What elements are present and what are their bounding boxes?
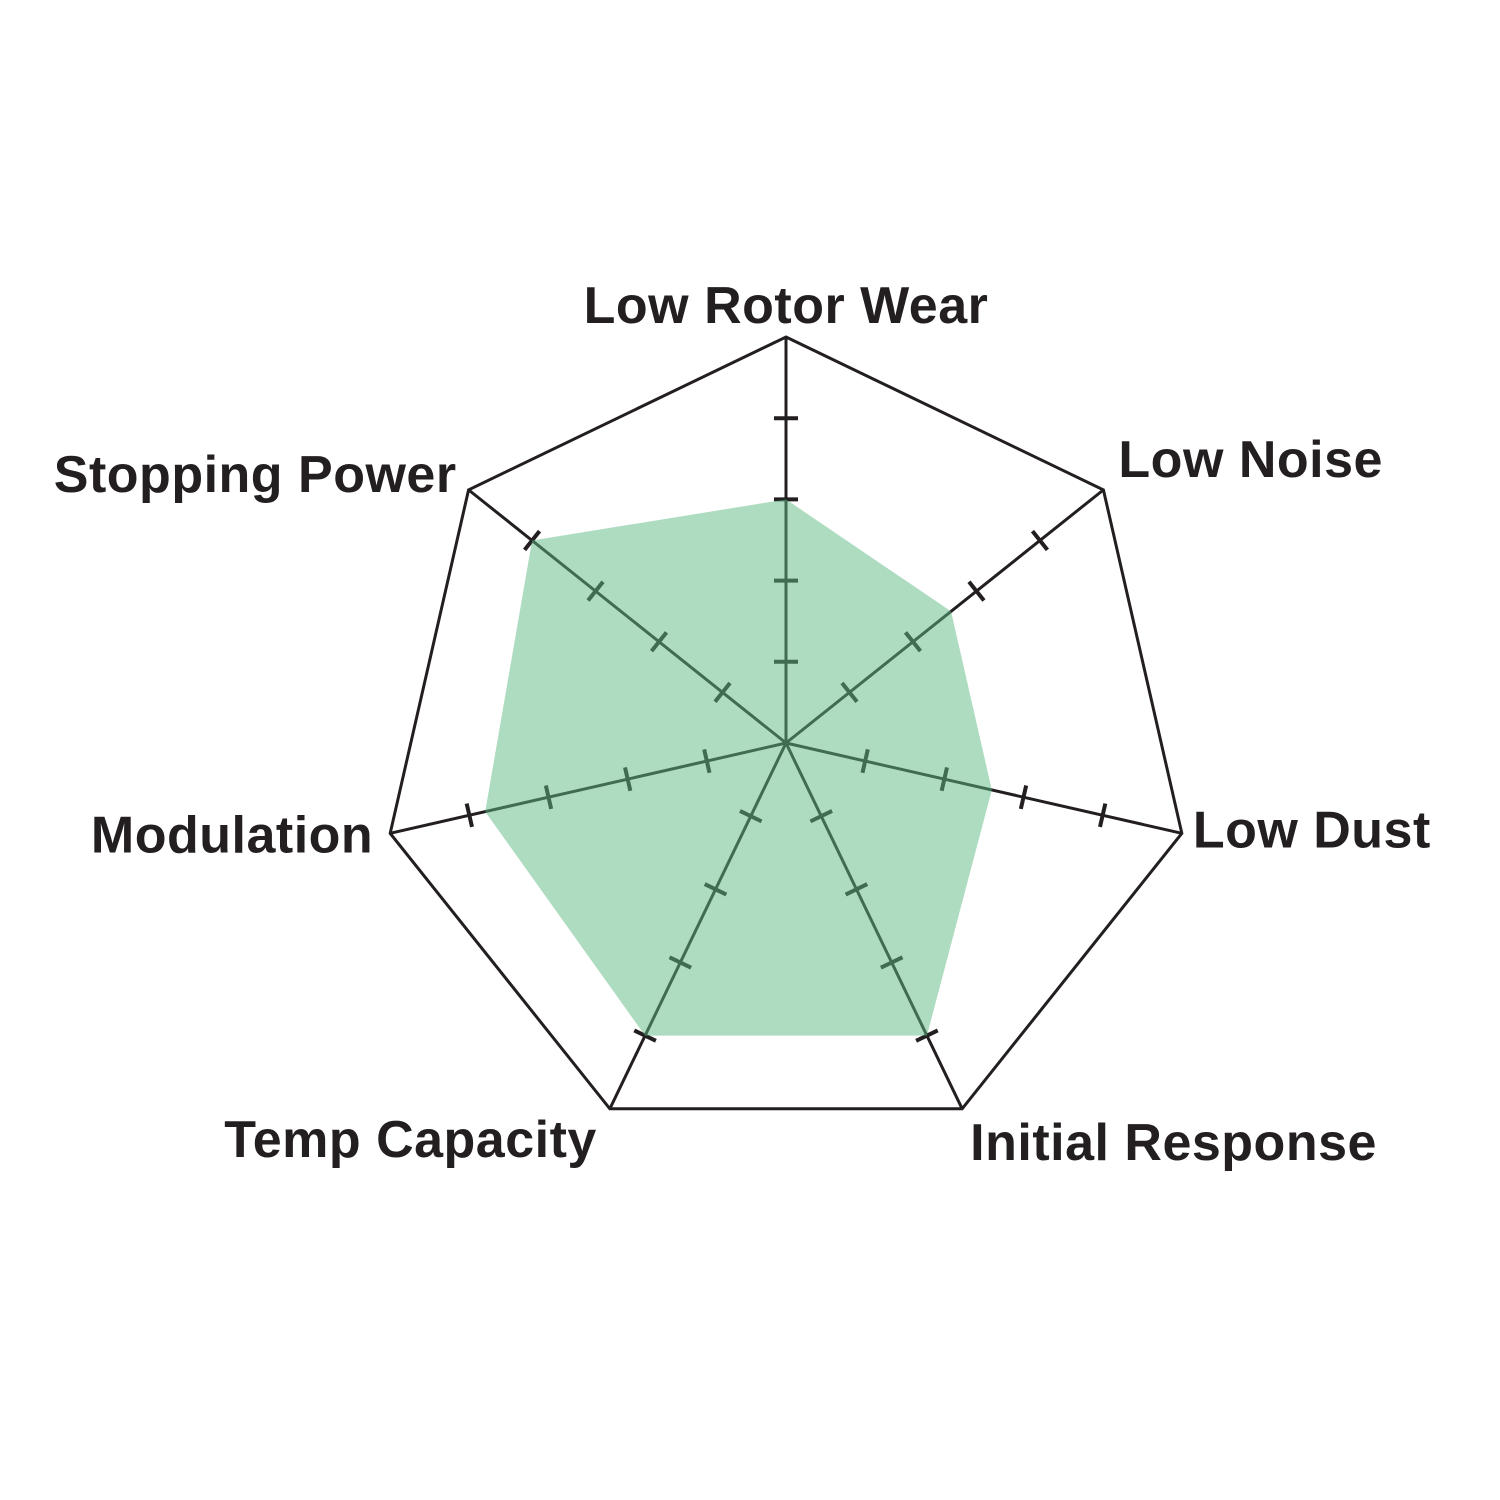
axis-label-low-noise: Low Noise (1118, 431, 1383, 489)
radar-tick (1098, 803, 1108, 828)
axis-label-low-rotor-wear: Low Rotor Wear (584, 277, 989, 335)
axis-label-stopping-power: Stopping Power (54, 446, 457, 504)
axis-label-temp-capacity: Temp Capacity (224, 1111, 597, 1169)
radar-outer-polygon (388, 335, 1184, 1111)
radar-tick (915, 1028, 939, 1043)
radar-tick (633, 1028, 657, 1043)
radar-tick (1018, 785, 1029, 810)
radar-tick (523, 529, 542, 552)
radar-tick (464, 803, 474, 828)
axis-label-initial-response: Initial Response (970, 1114, 1377, 1172)
radar-tick (967, 580, 986, 602)
radar-tick (1030, 529, 1049, 552)
radar-data-polygon (485, 499, 992, 1036)
axis-label-low-dust: Low Dust (1193, 801, 1431, 859)
axis-label-modulation: Modulation (91, 806, 373, 864)
